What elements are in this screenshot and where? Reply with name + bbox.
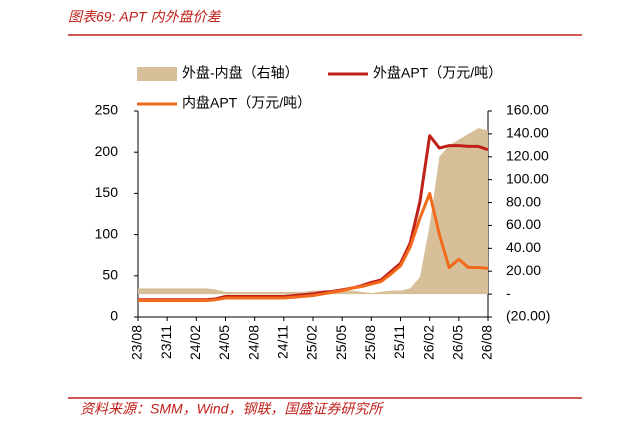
y-tick-label: 50: [102, 267, 118, 283]
y2-tick-label: 140.00: [506, 125, 549, 141]
y2-tick-label: (20.00): [506, 308, 550, 324]
y2-tick-label: 160.00: [506, 102, 549, 118]
y-tick-label: 0: [110, 308, 118, 324]
legend-label: 外盘-内盘（右轴）: [182, 65, 299, 81]
x-tick-label: 24/11: [275, 325, 291, 359]
y-tick-label: 200: [95, 143, 119, 159]
y2-tick-label: 40.00: [506, 239, 541, 255]
x-tick-label: 23/08: [129, 325, 145, 360]
source-note: 资料来源：SMM，Wind，钢联，国盛证券研究所: [80, 401, 384, 417]
y2-tick-label: 80.00: [506, 193, 541, 209]
y2-tick-label: 20.00: [506, 262, 541, 278]
area: [138, 128, 488, 295]
x-tick-label: 25/05: [333, 325, 349, 360]
y-tick-label: 250: [95, 102, 119, 118]
y2-tick-label: 100.00: [506, 170, 549, 186]
x-tick-label: 24/05: [216, 325, 232, 360]
legend-swatch: [137, 67, 177, 81]
line: [138, 191, 489, 303]
x-tick-label: 24/02: [187, 325, 203, 360]
legend-label: 外盘APT（万元/吨）: [373, 65, 502, 81]
x-tick-label: 26/02: [420, 325, 436, 360]
x-tick-label: 23/11: [158, 325, 174, 359]
y-tick-label: 150: [95, 184, 119, 200]
legend-label: 内盘APT（万元/吨）: [182, 95, 311, 111]
chart-title: 图表69: APT 内外盘价差: [68, 9, 222, 25]
x-tick-label: 26/08: [479, 325, 495, 360]
x-tick-label: 26/05: [450, 325, 466, 360]
y2-tick-label: -: [506, 285, 511, 301]
x-tick-label: 25/02: [304, 325, 320, 360]
x-tick-label: 25/11: [391, 325, 407, 359]
y2-tick-label: 120.00: [506, 147, 549, 163]
y2-tick-label: 60.00: [506, 216, 541, 232]
x-tick-label: 25/08: [362, 325, 378, 360]
y-tick-label: 100: [95, 225, 119, 241]
x-tick-label: 24/08: [245, 325, 261, 360]
